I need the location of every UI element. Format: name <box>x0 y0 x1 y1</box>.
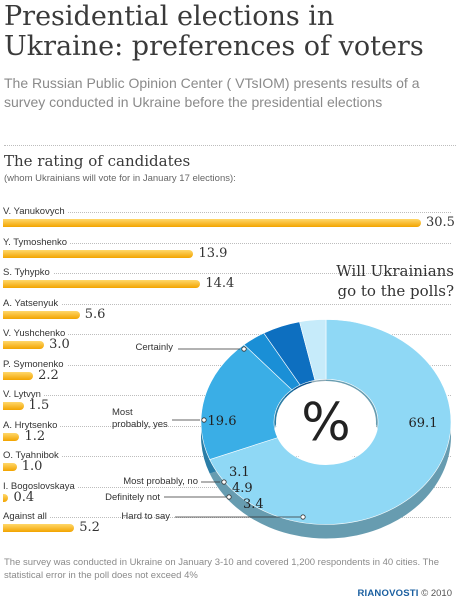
candidate-value: 1.5 <box>28 398 50 413</box>
candidate-bar <box>3 341 45 349</box>
row-divider <box>3 303 451 305</box>
candidate-label: Against all <box>3 511 50 522</box>
candidate-bar <box>3 524 75 532</box>
row-divider <box>3 334 451 335</box>
donut-slice <box>299 319 327 381</box>
candidate-value: 3.0 <box>49 337 70 352</box>
candidate-value: 5.2 <box>79 520 100 535</box>
bar-chart-title: The rating of candidates <box>4 152 191 170</box>
candidate-bar <box>3 280 201 288</box>
candidate-label: Y. Tymoshenko <box>3 236 71 248</box>
leader-dot <box>226 494 232 500</box>
candidate-label: I. Bogoslovskaya <box>3 480 78 492</box>
candidate-label: S. Tyhypko <box>3 267 53 278</box>
candidate-label: V. Lytvyn <box>3 389 44 400</box>
candidate-bar <box>3 493 9 502</box>
candidate-bar <box>3 310 80 319</box>
candidate-bar <box>3 463 17 471</box>
brand-logo: RIANOVOSTI <box>357 588 419 599</box>
donut-slice-label: Most probably, no <box>123 476 198 487</box>
leader-dot <box>300 514 306 520</box>
candidate-bar <box>3 371 34 380</box>
candidate-label: A. Yatsenyuk <box>3 297 62 309</box>
candidate-value: 5.6 <box>84 306 106 322</box>
row-divider <box>3 212 451 213</box>
candidate-value: 0.4 <box>13 489 35 505</box>
candidate-bar <box>3 432 20 441</box>
candidate-bar <box>3 402 24 410</box>
donut-chart-title: Will Ukrainians go to the polls? <box>336 262 454 300</box>
donut-slice-label: Definitely not <box>105 492 160 503</box>
leader-dot <box>201 417 207 423</box>
candidate-label: O. Tyahnibok <box>3 450 62 461</box>
donut-slice-label: Hard to say <box>121 511 170 522</box>
donut-slice-label: Most probably, yes <box>112 407 168 430</box>
leader-dot <box>221 479 227 485</box>
footnote: The survey was conducted in Ukraine on J… <box>4 557 439 581</box>
donut-slice-value: 3.1 <box>229 465 250 480</box>
row-divider <box>3 517 451 518</box>
candidate-value: 1.2 <box>24 428 46 444</box>
page-title: Presidential elections in Ukraine: prefe… <box>4 1 424 62</box>
donut-slice <box>209 319 452 525</box>
candidate-bar <box>3 219 421 227</box>
section-divider <box>4 145 456 146</box>
copyright-year: © 2010 <box>421 588 452 599</box>
candidate-label: V. Yanukovych <box>3 206 68 217</box>
donut-slice-label: Certainly <box>136 342 174 353</box>
credit: RIANOVOSTI © 2010 <box>357 588 452 599</box>
candidate-label: A. Hrytsenko <box>3 419 61 431</box>
candidate-value: 14.4 <box>205 276 235 291</box>
row-divider <box>3 242 451 244</box>
candidate-bar <box>3 249 194 258</box>
candidate-label: V. Yushchenko <box>3 328 69 339</box>
candidate-label: P. Symonenko <box>3 358 67 370</box>
candidate-value: 2.2 <box>38 367 59 383</box>
lead-text: The Russian Public Opinion Center ( VTsI… <box>4 75 420 110</box>
donut-hole <box>276 381 376 463</box>
candidate-value: 30.5 <box>426 215 455 230</box>
candidate-value: 1.0 <box>21 459 43 474</box>
bar-chart-subtitle: (whom Ukrainians will vote for in Januar… <box>4 173 236 184</box>
leader-dot <box>241 346 247 352</box>
donut-slice-value: 69.1 <box>409 416 438 431</box>
donut-slice-value: 3.4 <box>243 497 264 512</box>
donut-slice <box>200 344 293 460</box>
donut-slice-value: 19.6 <box>208 414 237 429</box>
donut-center-label: % <box>301 393 350 453</box>
donut-slice-value: 4.9 <box>232 481 253 496</box>
candidate-value: 13.9 <box>198 245 228 261</box>
row-divider <box>3 273 451 274</box>
